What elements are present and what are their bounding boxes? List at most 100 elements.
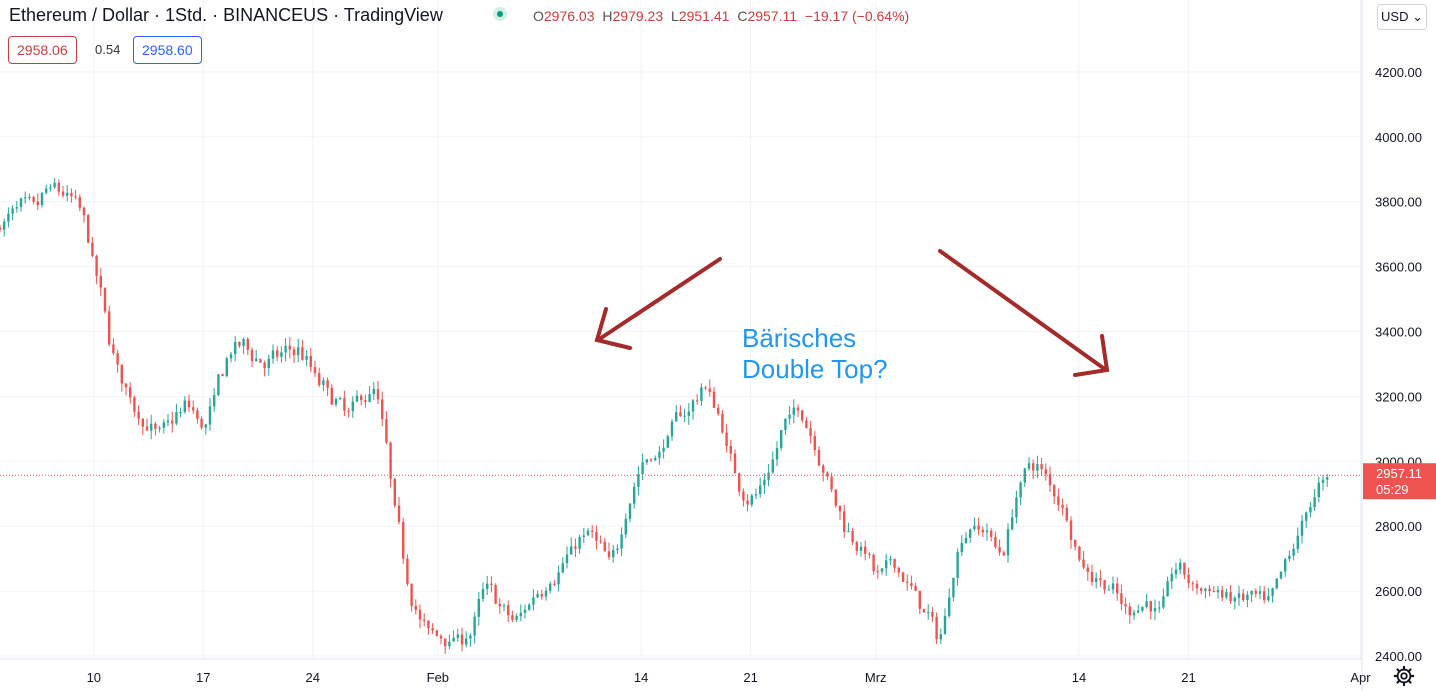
candle-down xyxy=(931,612,934,617)
candle-down xyxy=(906,581,909,584)
candle-up xyxy=(948,597,951,616)
buy-price-button[interactable]: 2958.60 xyxy=(133,36,202,64)
candle-down xyxy=(725,432,728,446)
candle-down xyxy=(490,583,493,586)
candle-down xyxy=(78,197,81,208)
candle-up xyxy=(939,634,942,640)
candle-up xyxy=(40,192,44,206)
candle-down xyxy=(276,350,279,357)
time-axis[interactable]: 22101724Feb1421Mrz1421Apr xyxy=(0,670,1372,685)
candle-up xyxy=(641,462,644,475)
candle-down xyxy=(129,387,132,398)
candle-down xyxy=(981,529,984,533)
candle-down xyxy=(263,362,266,369)
candle-up xyxy=(754,494,758,496)
candle-up xyxy=(486,583,489,590)
candle-down xyxy=(99,275,102,288)
candle-down xyxy=(460,634,464,645)
candle-up xyxy=(297,347,300,356)
candle-down xyxy=(1002,552,1005,556)
candle-up xyxy=(242,338,245,346)
candle-down xyxy=(108,311,111,345)
candle-down xyxy=(872,554,875,572)
candle-down xyxy=(1090,571,1094,583)
candle-down xyxy=(1086,567,1089,572)
candle-up xyxy=(234,341,237,355)
candle-up xyxy=(628,503,632,519)
candle-down xyxy=(326,380,329,388)
candle-up xyxy=(788,414,791,419)
candle-up xyxy=(66,192,69,196)
candle-down xyxy=(868,553,871,555)
candle-up xyxy=(544,590,548,597)
candle-up xyxy=(271,350,275,359)
candle-up xyxy=(691,400,695,412)
time-tick-label: Feb xyxy=(427,670,449,685)
candle-up xyxy=(1162,596,1165,608)
symbol-title[interactable]: Ethereum / Dollar · 1Std. · BINANCEUS · … xyxy=(9,5,443,25)
time-tick-label: 24 xyxy=(306,670,320,685)
candle-down xyxy=(439,635,443,639)
price-axis[interactable]: 2400.002600.002800.003000.003200.003400.… xyxy=(1375,65,1422,664)
candle-up xyxy=(158,427,161,429)
candle-down xyxy=(91,242,94,256)
candle-up xyxy=(1166,581,1169,597)
candle-down xyxy=(855,542,858,551)
candle-up xyxy=(213,395,216,407)
candle-up xyxy=(536,594,539,598)
candle-up xyxy=(582,535,585,537)
candle-down xyxy=(1149,601,1152,612)
candle-down xyxy=(1128,606,1131,616)
candle-down xyxy=(301,347,304,360)
candle-down xyxy=(1242,593,1245,600)
candle-up xyxy=(1317,482,1320,498)
candle-down xyxy=(540,594,543,597)
candle-up xyxy=(624,518,627,535)
last-price-label-value: 2957.11 xyxy=(1376,466,1422,481)
candle-up xyxy=(1204,588,1207,591)
candle-down xyxy=(133,397,136,412)
candle-down xyxy=(1053,485,1056,497)
candle-down xyxy=(708,388,711,392)
candle-down xyxy=(805,420,808,429)
candle-up xyxy=(519,612,522,617)
candle-down xyxy=(82,207,86,216)
candle-up xyxy=(1321,479,1325,483)
candle-up xyxy=(1179,562,1182,570)
candle-up xyxy=(1174,569,1178,575)
candle-down xyxy=(511,615,514,620)
candle-up xyxy=(1141,606,1144,611)
candle-up xyxy=(217,374,220,396)
gear-icon[interactable] xyxy=(1393,665,1415,687)
currency-dropdown[interactable]: USD ⌄ xyxy=(1377,4,1427,30)
candle-up xyxy=(267,358,270,369)
candle-down xyxy=(418,609,422,620)
candle-up xyxy=(481,589,485,599)
candle-down xyxy=(494,585,497,604)
candle-up xyxy=(1296,535,1299,549)
candle-up xyxy=(7,213,10,222)
spread-value: 0.54 xyxy=(95,42,121,57)
candle-up xyxy=(964,537,968,544)
candle-down xyxy=(137,411,140,419)
candle-up xyxy=(477,598,480,617)
candle-down xyxy=(410,584,413,606)
chart-grid xyxy=(0,0,1362,659)
candle-up xyxy=(1095,578,1098,583)
candle-up xyxy=(1275,578,1278,589)
price-tick-label: 2800.00 xyxy=(1375,519,1422,534)
candle-down xyxy=(103,287,107,312)
candle-up xyxy=(284,345,287,353)
candle-up xyxy=(24,197,27,199)
candle-up xyxy=(183,400,186,412)
sell-price-button[interactable]: 2958.06 xyxy=(8,36,77,64)
legend-header: Ethereum / Dollar · 1Std. · BINANCEUS · … xyxy=(0,0,1360,32)
candle-up xyxy=(670,421,674,437)
candle-down xyxy=(196,410,199,419)
candle-up xyxy=(1132,612,1136,616)
candle-down xyxy=(318,373,321,386)
candle-down xyxy=(87,215,90,243)
candle-up xyxy=(515,616,518,620)
candle-down xyxy=(385,419,388,443)
